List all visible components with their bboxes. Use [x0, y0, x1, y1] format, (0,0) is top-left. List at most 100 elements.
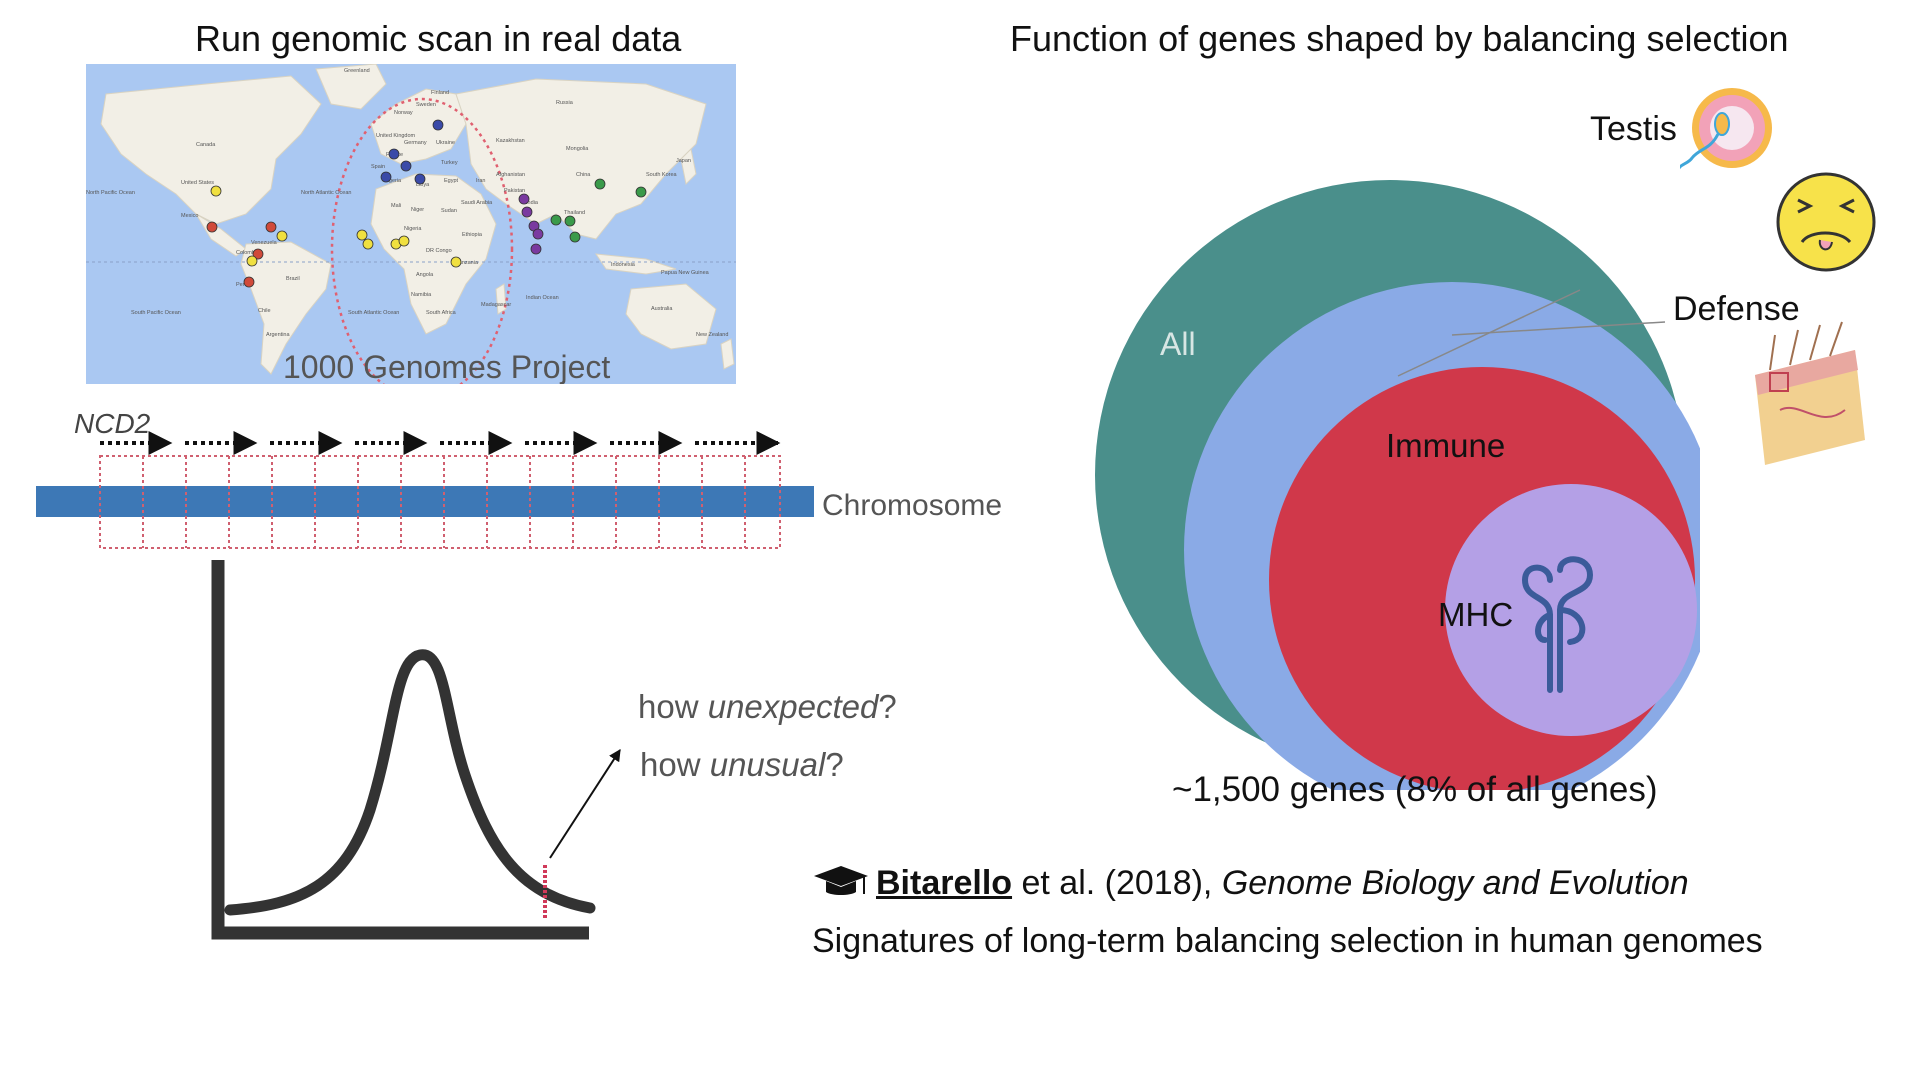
gene-count-caption: ~1,500 genes (8% of all genes) — [1172, 770, 1658, 809]
map-label: Algeria — [384, 178, 402, 184]
ncd2-label: NCD2 — [74, 408, 151, 439]
population-marker — [243, 276, 255, 288]
population-marker — [594, 178, 606, 190]
left-panel-title: Run genomic scan in real data — [195, 18, 682, 59]
map-label: Canada — [196, 142, 216, 148]
map-label: Tanzania — [456, 260, 479, 266]
map-label: United States — [181, 180, 214, 186]
map-label: Kazakhstan — [496, 138, 525, 144]
population-marker — [569, 231, 581, 243]
map-label: Venezuela — [251, 240, 278, 246]
population-marker — [265, 221, 277, 233]
map-label: South Pacific Ocean — [131, 310, 181, 316]
population-marker — [521, 206, 533, 218]
population-marker — [252, 248, 264, 260]
question-prefix: how — [640, 746, 710, 783]
map-label: Egypt — [444, 178, 459, 184]
population-marker — [550, 214, 562, 226]
map-label: Thailand — [564, 210, 585, 216]
chromosome-bar — [36, 486, 814, 517]
population-marker — [414, 173, 426, 185]
map-label: Germany — [404, 140, 427, 146]
population-marker — [210, 185, 222, 197]
chromosome-label: Chromosome — [822, 489, 1002, 522]
map-label: China — [576, 172, 591, 178]
population-marker — [276, 230, 288, 242]
map-label: Finland — [431, 90, 449, 96]
africa-europe-ellipse — [330, 97, 514, 384]
map-label: Namibia — [411, 292, 432, 298]
graduation-cap-icon — [812, 860, 870, 914]
citation-year: et al. (2018), — [1012, 864, 1222, 902]
map-label: Afghanistan — [496, 172, 525, 178]
skin-cross-section-icon — [1755, 321, 1865, 465]
citation: Bitarello et al. (2018), Genome Biology … — [812, 856, 1763, 968]
question-unusual: how unusual? — [640, 746, 844, 784]
map-label: Nigeria — [404, 226, 422, 232]
gene-function-nested-circles: All Immune MHC — [1095, 180, 1700, 790]
population-marker — [450, 256, 462, 268]
population-marker — [432, 119, 444, 131]
map-label: Pakistan — [504, 188, 525, 194]
map-label: Madagascar — [481, 302, 511, 308]
map-label: South Korea — [646, 172, 678, 178]
population-markers — [206, 119, 647, 288]
map-label: Angola — [416, 272, 434, 278]
map-label: Norway — [394, 110, 413, 116]
map-label: Turkey — [441, 160, 458, 166]
question-unexpected: how unexpected? — [638, 688, 897, 726]
question-suffix: ? — [825, 746, 844, 783]
map-label: Ethiopia — [462, 232, 483, 238]
null-distribution-curve — [224, 649, 596, 916]
map-label: Colombia — [236, 250, 260, 256]
map-label: Chile — [258, 308, 271, 314]
map-label: DR Congo — [426, 248, 452, 254]
map-label: Mongolia — [566, 146, 589, 152]
map-label: Papua New Guinea — [661, 270, 710, 276]
map-label: New Zealand — [696, 332, 728, 338]
map-label: India — [526, 200, 539, 206]
population-marker — [388, 148, 400, 160]
map-label: Niger — [411, 207, 424, 213]
map-land — [100, 64, 735, 375]
world-map: Greenland Canada United States Mexico No… — [86, 64, 736, 384]
population-marker — [564, 215, 576, 227]
map-label: Mexico — [181, 213, 198, 219]
map-label: Sudan — [441, 208, 457, 214]
map-label: Indian Ocean — [526, 295, 559, 301]
defense-leader-line — [1451, 321, 1666, 336]
citation-journal: Genome Biology and Evolution — [1221, 864, 1689, 902]
population-marker — [380, 171, 392, 183]
window-grid-frame — [99, 455, 781, 549]
all-label: All — [1160, 326, 1196, 362]
population-marker — [400, 160, 412, 172]
population-marker — [356, 229, 368, 241]
map-label: Iran — [476, 178, 485, 184]
mhc-label: MHC — [1438, 596, 1513, 633]
citation-author[interactable]: Bitarello — [876, 864, 1013, 902]
map-label: Saudi Arabia — [461, 200, 493, 206]
population-marker — [532, 228, 544, 240]
population-marker — [398, 235, 410, 247]
map-label: North Pacific Ocean — [86, 190, 135, 196]
population-marker — [206, 221, 218, 233]
right-panel-title: Function of genes shaped by balancing se… — [1010, 18, 1789, 59]
window-grid — [99, 455, 781, 549]
map-label: Brazil — [286, 276, 300, 282]
map-label: South Atlantic Ocean — [348, 310, 399, 316]
question-emphasis: unexpected — [707, 688, 879, 725]
population-marker — [635, 186, 647, 198]
map-label: Australia — [651, 306, 673, 312]
question-prefix: how — [638, 688, 708, 725]
map-labels: Greenland Canada United States Mexico No… — [86, 68, 728, 338]
map-label: Argentina — [266, 332, 290, 338]
side-icons — [1680, 88, 1876, 465]
map-label: Ukraine — [436, 140, 455, 146]
question-arrow — [549, 748, 621, 859]
map-label: Sweden — [416, 102, 436, 108]
citation-line-2: Signatures of long-term balancing select… — [812, 922, 1763, 960]
immune-label: Immune — [1386, 427, 1505, 464]
population-marker — [246, 255, 258, 267]
map-label: Peru — [236, 282, 248, 288]
map-label: Greenland — [344, 68, 370, 74]
